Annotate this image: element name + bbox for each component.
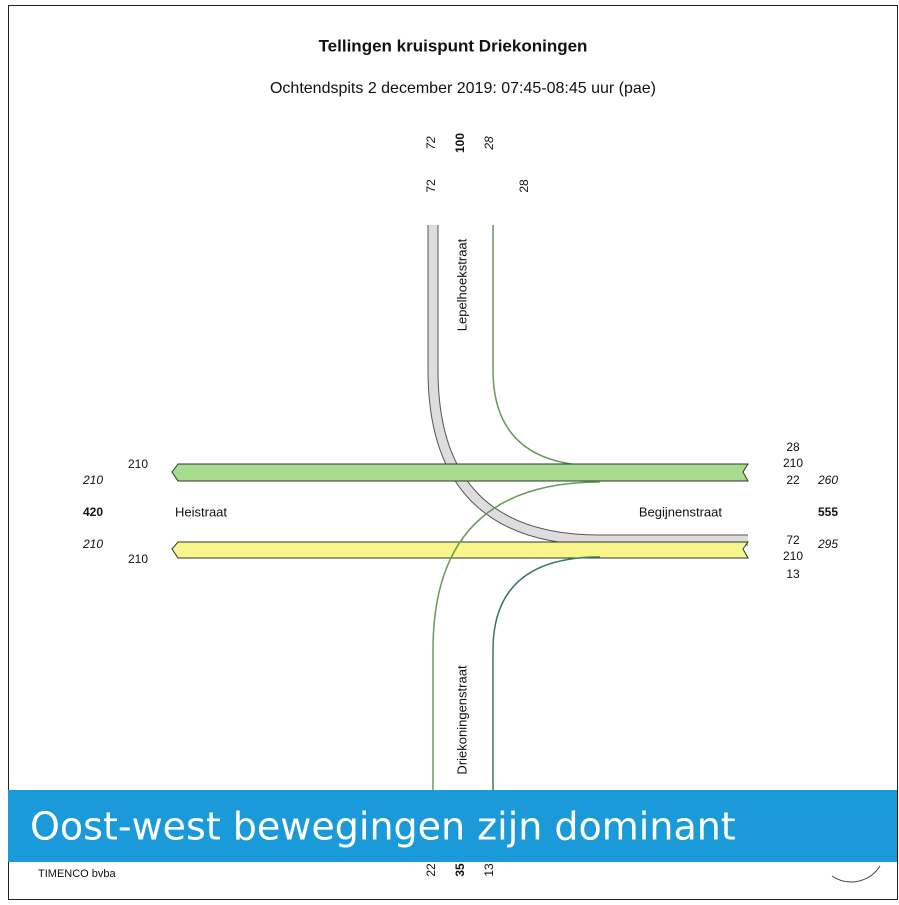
north-count: 28 (517, 179, 531, 193)
south-right-turn (492, 556, 601, 860)
title: Tellingen kruispunt Driekoningen (319, 36, 588, 55)
banner (8, 790, 897, 862)
east-count: 72 (786, 533, 800, 547)
east-count: 295 (817, 537, 838, 551)
west-count: 210 (82, 537, 103, 551)
street-name: Lepelhoekstraat (454, 238, 469, 331)
west-count: 210 (128, 552, 148, 566)
north-count: 72 (424, 136, 438, 150)
east-count: 28 (786, 440, 800, 454)
west-count: 210 (82, 473, 103, 487)
north-total: 100 (453, 133, 467, 153)
street-name: Driekoningenstraat (454, 665, 469, 775)
east-count: 13 (786, 567, 800, 581)
east-count: 22 (786, 473, 800, 487)
east-count: 260 (817, 473, 838, 487)
westbound-lane (171, 463, 749, 482)
subtitle: Ochtendspits 2 december 2019: 07:45-08:4… (270, 80, 656, 97)
south-count: 13 (482, 863, 496, 877)
east-total: 555 (818, 505, 838, 519)
south-total: 35 (453, 863, 467, 877)
north-count: 72 (424, 179, 438, 193)
footer: TIMENCO bvba (38, 868, 117, 880)
west-count: 210 (128, 457, 148, 471)
banner-text: Oost-west bewegingen zijn dominant (30, 805, 736, 849)
north-count: 28 (482, 136, 496, 151)
frame (8, 5, 898, 900)
east-count: 210 (783, 456, 803, 470)
east-count: 210 (783, 549, 803, 563)
eastbound-lane (171, 541, 749, 559)
street-name: Begijnenstraat (639, 504, 722, 519)
logo-arc (831, 865, 881, 883)
north-lane (428, 225, 748, 545)
south-left-turn (432, 481, 601, 860)
south-count: 22 (424, 863, 438, 877)
street-name: Heistraat (175, 504, 227, 519)
west-total: 420 (83, 505, 103, 519)
